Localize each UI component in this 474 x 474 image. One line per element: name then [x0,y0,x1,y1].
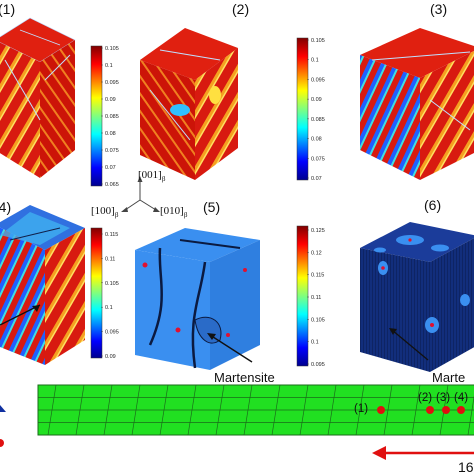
panel-label-2: (2) [232,1,249,17]
colorbar-tick-label: 0.11 [311,295,321,301]
colorbar-4 [296,225,309,367]
colorbar-tick-label: 0.11 [105,256,115,262]
mesh-line [243,384,253,436]
point-3 [442,406,450,414]
colorbar-tick-label: 0.07 [311,176,322,182]
martensite-label-5: Martensite [214,370,275,385]
axis-label-100: [100]β [91,205,119,219]
point-label-4: (4) [454,392,468,404]
mesh-line [327,384,337,436]
legend-marker-triangle [0,405,6,412]
cube-5 [135,228,260,370]
mesh-line [103,384,113,436]
point-1 [377,406,385,414]
mesh-line [131,384,141,436]
colorbar-tick-label: 0.09 [105,354,116,360]
point-label-2: (2) [418,392,432,404]
colorbar-tick-label: 0.105 [311,38,325,44]
panel-label-3: (3) [430,1,447,17]
colorbar-tick-label: 0.075 [105,148,119,154]
mesh-line [411,384,421,436]
colorbar-tick-label: 0.08 [311,137,322,143]
colorbar-1-ticks: 0.105 0.1 0.095 0.09 0.085 0.08 0.075 0.07 0.065 [101,46,119,188]
scale-number: 16 [458,459,474,474]
colorbar-tick-label: 0.1 [311,58,319,64]
mesh-line [47,384,57,436]
colorbar-tick-label: 0.1 [105,305,113,311]
mesh-line [355,384,365,436]
colorbar-2-ticks: 0.105 0.1 0.095 0.09 0.085 0.08 0.075 0.07 [307,38,325,182]
colorbar-tick-label: 0.095 [105,80,119,86]
colorbar-tick-label: 0.075 [311,156,325,162]
mesh-line [271,384,281,436]
colorbar-tick-label: 0.095 [105,330,119,336]
colorbar-tick-label: 0.085 [105,114,119,120]
colorbar-tick-label: 0.095 [311,77,325,83]
cube-4 [0,205,85,365]
colorbar-tick-label: 0.07 [105,165,116,171]
mesh-line [383,384,393,436]
colorbar-3 [90,227,103,359]
colorbar-tick-label: 0.115 [311,273,324,279]
axis-triad [121,176,160,212]
colorbar-tick-label: 0.08 [105,131,116,137]
point-label-1: (1) [354,403,368,415]
cube-6 [360,222,474,372]
point-label-3: (3) [436,392,450,404]
colorbar-tick-label: 0.125 [311,228,325,234]
panel-label-5: (5) [203,199,220,215]
axis-label-010: [010]β [160,205,188,219]
colorbar-tick-label: 0.12 [311,250,322,256]
panel-label-4: (4) [0,199,11,215]
colorbar-2 [296,37,309,181]
colorbar-tick-label: 0.105 [105,46,119,52]
mesh-line [75,384,85,436]
colorbar-tick-label: 0.105 [311,317,325,323]
mesh-line [467,395,474,436]
cube-2 [140,28,238,180]
mesh-strip [37,384,474,436]
colorbar-4-ticks: 0.125 0.12 0.115 0.11 0.105 0.1 0.095 [307,228,325,368]
martensite-arrow-6 [391,329,429,361]
mesh-line [187,384,197,436]
colorbar-tick-label: 0.115 [105,232,118,238]
martensite-arrow-5 [209,334,253,363]
mesh-line [159,384,169,436]
cube-1 [0,17,76,178]
colorbar-tick-label: 0.095 [311,362,325,368]
colorbar-tick-label: 0.09 [311,97,322,103]
colorbar-tick-label: 0.1 [105,63,113,69]
mesh-line [215,384,225,436]
martensite-label-6: Marte [432,370,465,385]
point-2 [426,406,434,414]
legend-marker-circle [0,439,4,447]
panel-label-1: (1) [0,1,15,17]
colorbar-tick-label: 0.085 [311,117,325,123]
colorbar-tick-label: 0.09 [105,97,116,103]
colorbar-tick-label: 0.065 [105,182,119,188]
colorbar-tick-label: 0.105 [105,281,119,287]
cube-3 [360,28,474,180]
colorbar-tick-label: 0.1 [311,340,319,346]
point-4 [457,406,465,414]
axis-label-001: [001]β [138,169,166,183]
mesh-line [299,384,309,436]
panel-label-6: (6) [424,197,441,213]
colorbar-3-ticks: 0.115 0.11 0.105 0.1 0.095 0.09 [101,232,119,360]
